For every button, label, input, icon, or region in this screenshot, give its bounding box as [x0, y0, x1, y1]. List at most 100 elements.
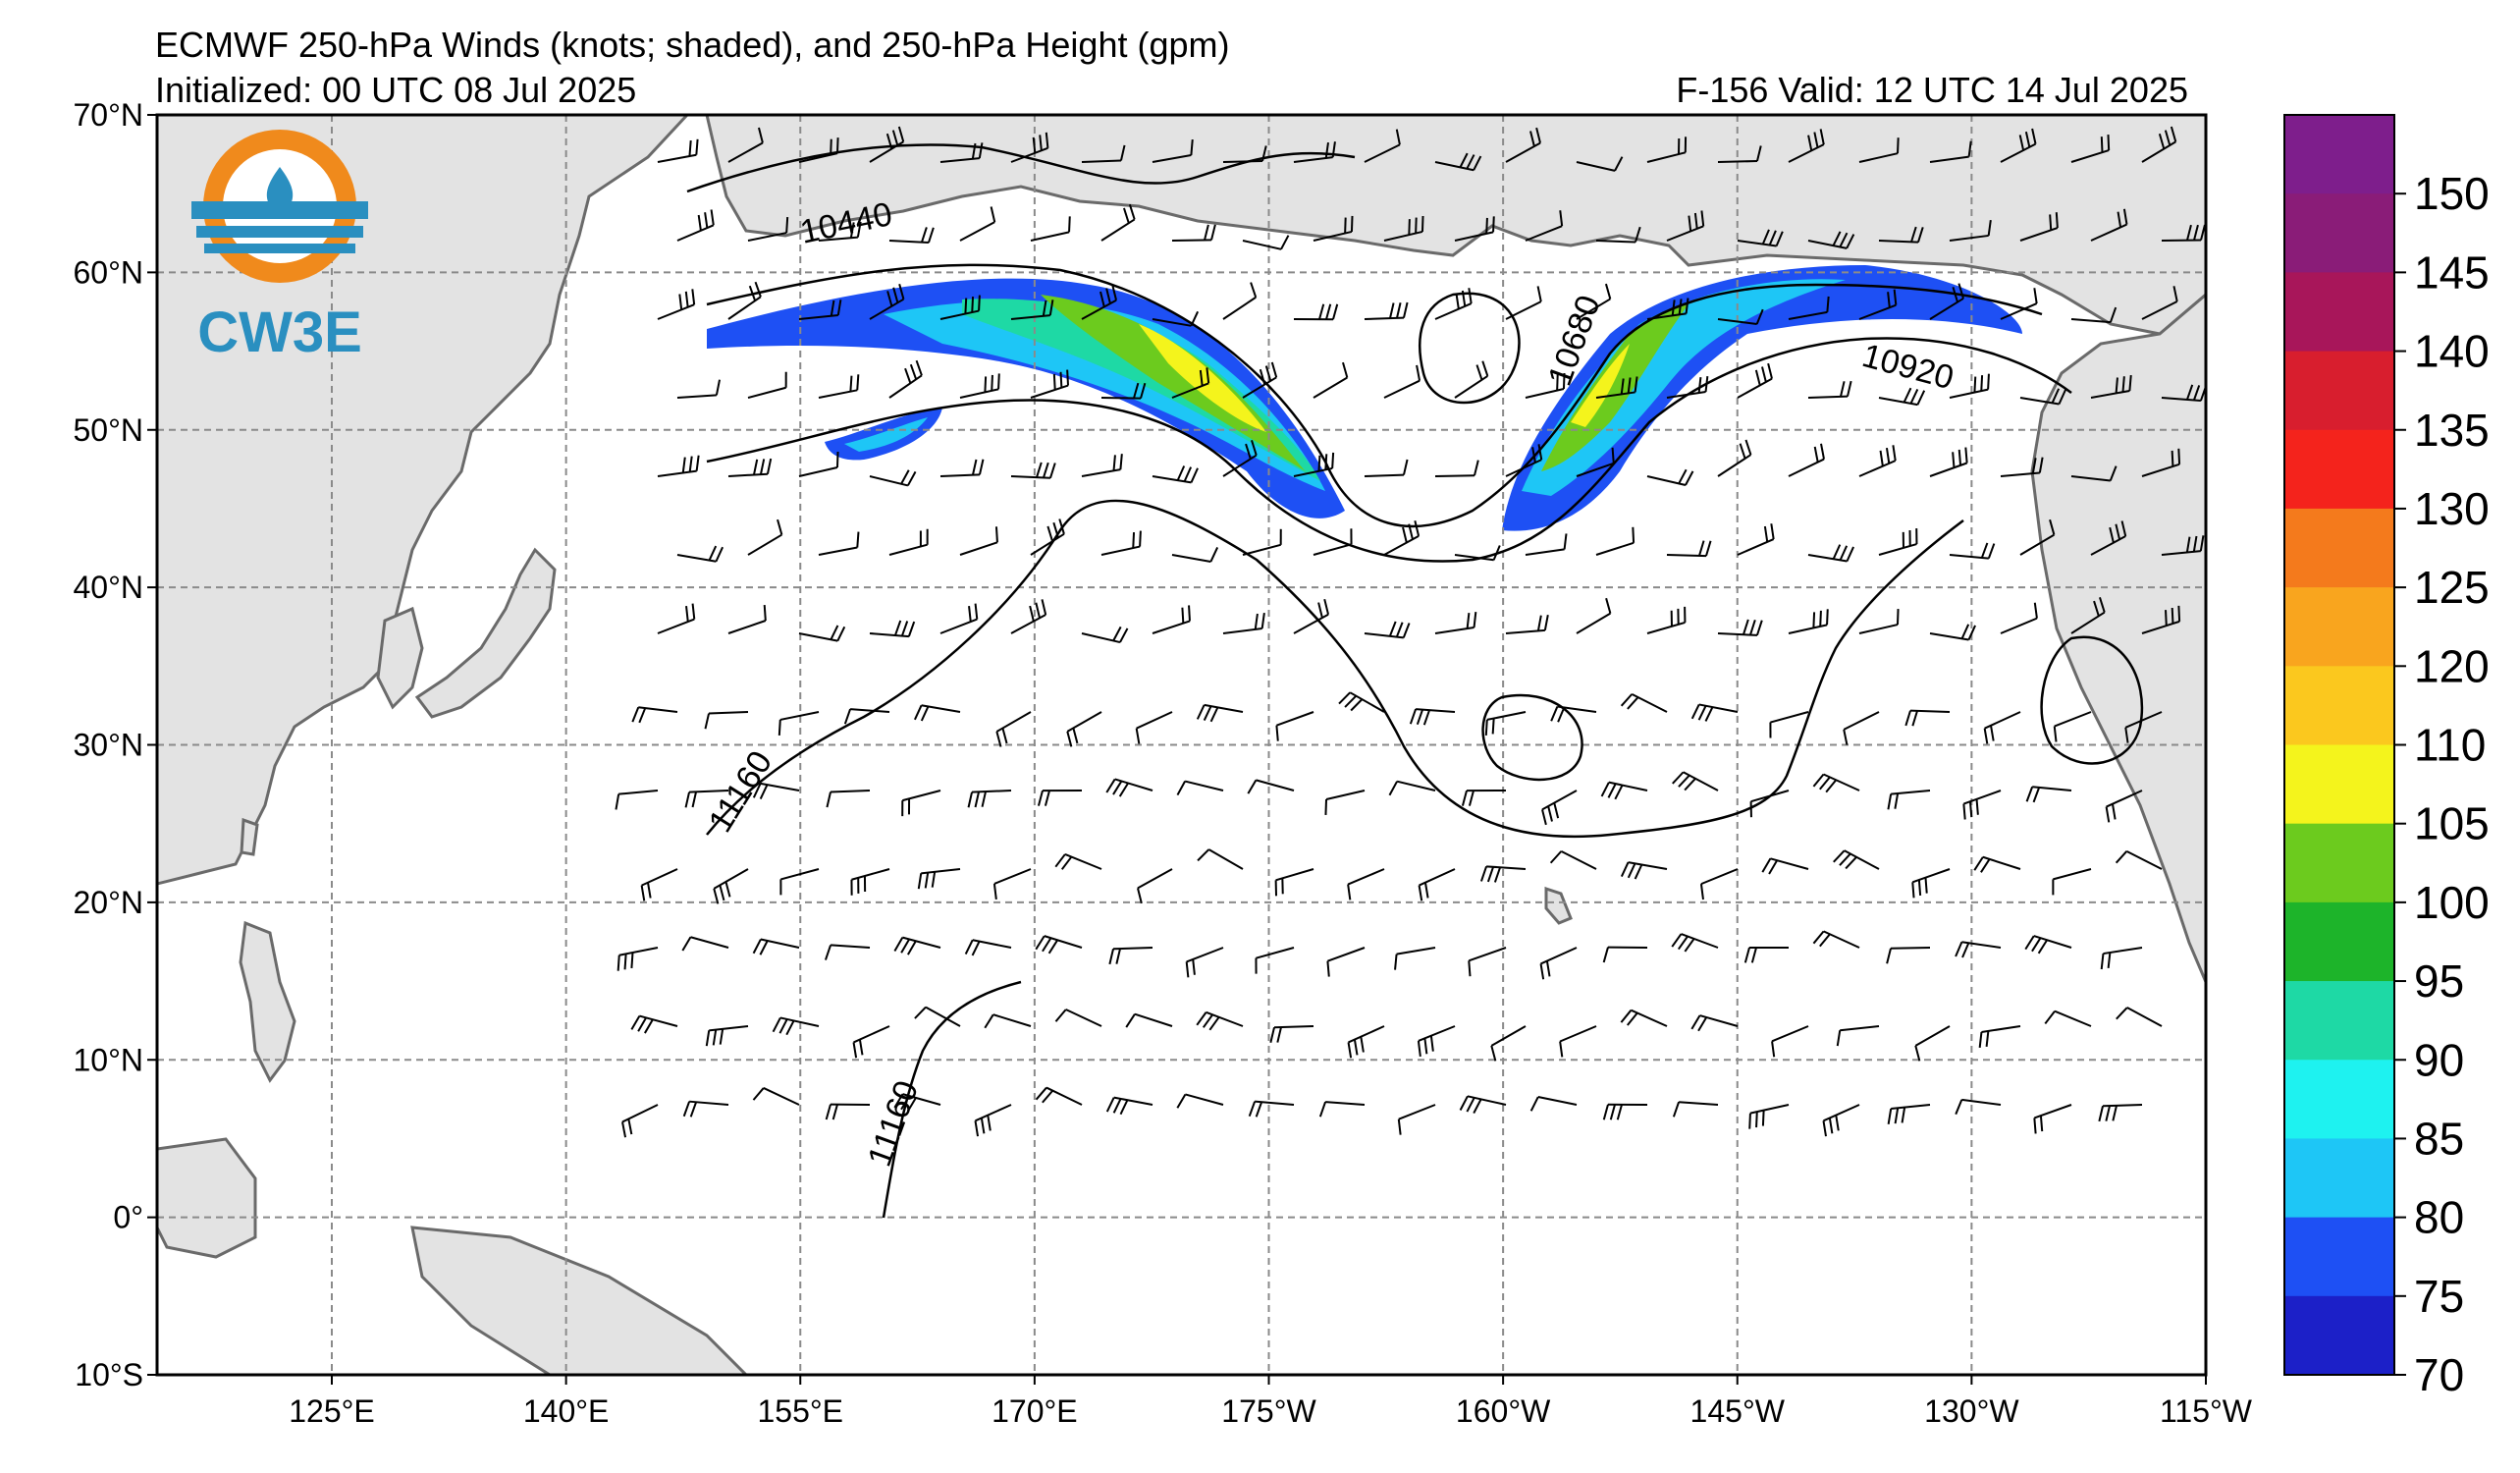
wind-barb: [727, 127, 764, 163]
closed-high-east: [2040, 635, 2144, 765]
wind-barb: [1222, 613, 1265, 634]
wind-barb: [2141, 605, 2181, 634]
wind-barb: [2161, 224, 2206, 242]
wind-barb: [2070, 135, 2111, 163]
wind-barb: [1152, 605, 1191, 634]
lon-label: 170°E: [992, 1393, 1078, 1429]
colorbar-label: 75: [2414, 1271, 2464, 1322]
wind-barb: [1247, 779, 1295, 794]
wind-barb: [852, 1025, 890, 1059]
wind-barb: [1417, 1025, 1456, 1057]
jet-east-inner: [1522, 279, 1846, 496]
initialized-time: Initialized: 00 UTC 08 Jul 2025: [155, 70, 637, 110]
wind-barb: [2141, 126, 2177, 163]
wind-barb: [1066, 711, 1102, 747]
wind-barb: [1576, 156, 1624, 172]
wind-barb: [1550, 705, 1597, 723]
wind-barb: [818, 531, 860, 556]
wind-barb: [1248, 1100, 1295, 1118]
wind-barb: [1833, 849, 1880, 870]
wind-barb: [1788, 296, 1830, 320]
wind-barb: [684, 790, 729, 808]
wind-barb: [1878, 387, 1926, 407]
wind-barb: [1364, 129, 1401, 163]
wind-barb: [1454, 216, 1495, 242]
wind-barb: [1196, 703, 1244, 723]
wind-barb: [676, 545, 724, 563]
wind-barb: [1771, 1025, 1809, 1058]
wind-barb: [1717, 308, 1764, 325]
wind-barb: [1646, 298, 1689, 320]
wind-barb: [1434, 460, 1479, 477]
wind-barb: [1010, 462, 1056, 479]
wind-barb: [2000, 457, 2044, 477]
wind-barb: [1383, 364, 1421, 399]
lon-label: 125°E: [289, 1393, 375, 1429]
wind-barb: [1666, 376, 1709, 399]
wind-barb: [1242, 528, 1282, 556]
wind-barb: [1100, 203, 1136, 242]
wind-barb: [1576, 283, 1612, 320]
wind-barb: [727, 458, 773, 477]
colorbar-swatch: [2284, 981, 2394, 1061]
hawaii-islands: [1544, 886, 1573, 925]
wind-barb: [1788, 443, 1825, 477]
colorbar-swatch: [2284, 1295, 2394, 1376]
colorbar-swatch: [2284, 115, 2394, 194]
colorbar-label: 70: [2414, 1349, 2464, 1400]
wind-barb: [1434, 611, 1477, 634]
colorbar-label: 150: [2414, 168, 2490, 219]
wind-barb: [727, 604, 767, 634]
colorbar-label: 80: [2414, 1192, 2464, 1243]
wind-barb: [640, 868, 678, 901]
wind-barb: [747, 217, 789, 242]
wind-barb: [1484, 711, 1527, 736]
wind-barb: [727, 281, 762, 320]
wind-barb: [1672, 1101, 1719, 1118]
wind-barb: [888, 528, 929, 556]
wind-barb: [1737, 229, 1784, 247]
wind-barb: [713, 868, 749, 904]
wind-barb: [1549, 849, 1597, 870]
colorbar-label: 145: [2414, 246, 2490, 298]
wind-barb: [939, 603, 979, 634]
wind-barb: [1030, 216, 1071, 242]
wind-barb: [1929, 447, 1968, 477]
wind-barb: [1434, 288, 1473, 320]
wind-barb: [2124, 711, 2163, 743]
lat-label: 50°N: [74, 412, 144, 448]
wind-barb: [1743, 946, 1790, 963]
wind-barb: [1100, 382, 1147, 400]
wind-barb: [1409, 708, 1456, 726]
wind-barb: [1313, 215, 1354, 242]
wind-barb: [2090, 374, 2132, 399]
wind-barb: [1275, 711, 1314, 741]
wind-barb: [869, 620, 916, 638]
wind-barb: [2161, 535, 2205, 556]
wind-barb: [1394, 947, 1436, 970]
wind-barb: [1338, 691, 1385, 713]
colorbar-label: 90: [2414, 1034, 2464, 1085]
contour-10680: [706, 263, 2043, 528]
wind-barb: [777, 711, 820, 736]
wind-barb: [1222, 439, 1258, 477]
lon-label: 155°E: [757, 1393, 843, 1429]
colorbar-label: 140: [2414, 326, 2490, 377]
wind-barb: [1105, 1096, 1153, 1116]
wind-barb: [1788, 609, 1829, 634]
wind-barb: [818, 221, 862, 242]
wind-barb: [1242, 235, 1290, 250]
wind-barb: [752, 938, 800, 955]
wind-barb: [1929, 140, 1972, 163]
japan-islands: [414, 547, 557, 719]
wind-barb: [939, 295, 981, 320]
colorbar-swatch: [2284, 901, 2394, 982]
jet-east-peak: [1571, 344, 1630, 427]
wind-barb: [1749, 790, 1790, 818]
wind-barb: [1529, 1096, 1578, 1112]
lat-label: 40°N: [74, 570, 144, 605]
wind-barb: [657, 138, 699, 163]
jet-west-peak: [1139, 324, 1266, 432]
alaska-landmass: [705, 115, 2206, 336]
wind-barb: [1054, 1009, 1102, 1027]
